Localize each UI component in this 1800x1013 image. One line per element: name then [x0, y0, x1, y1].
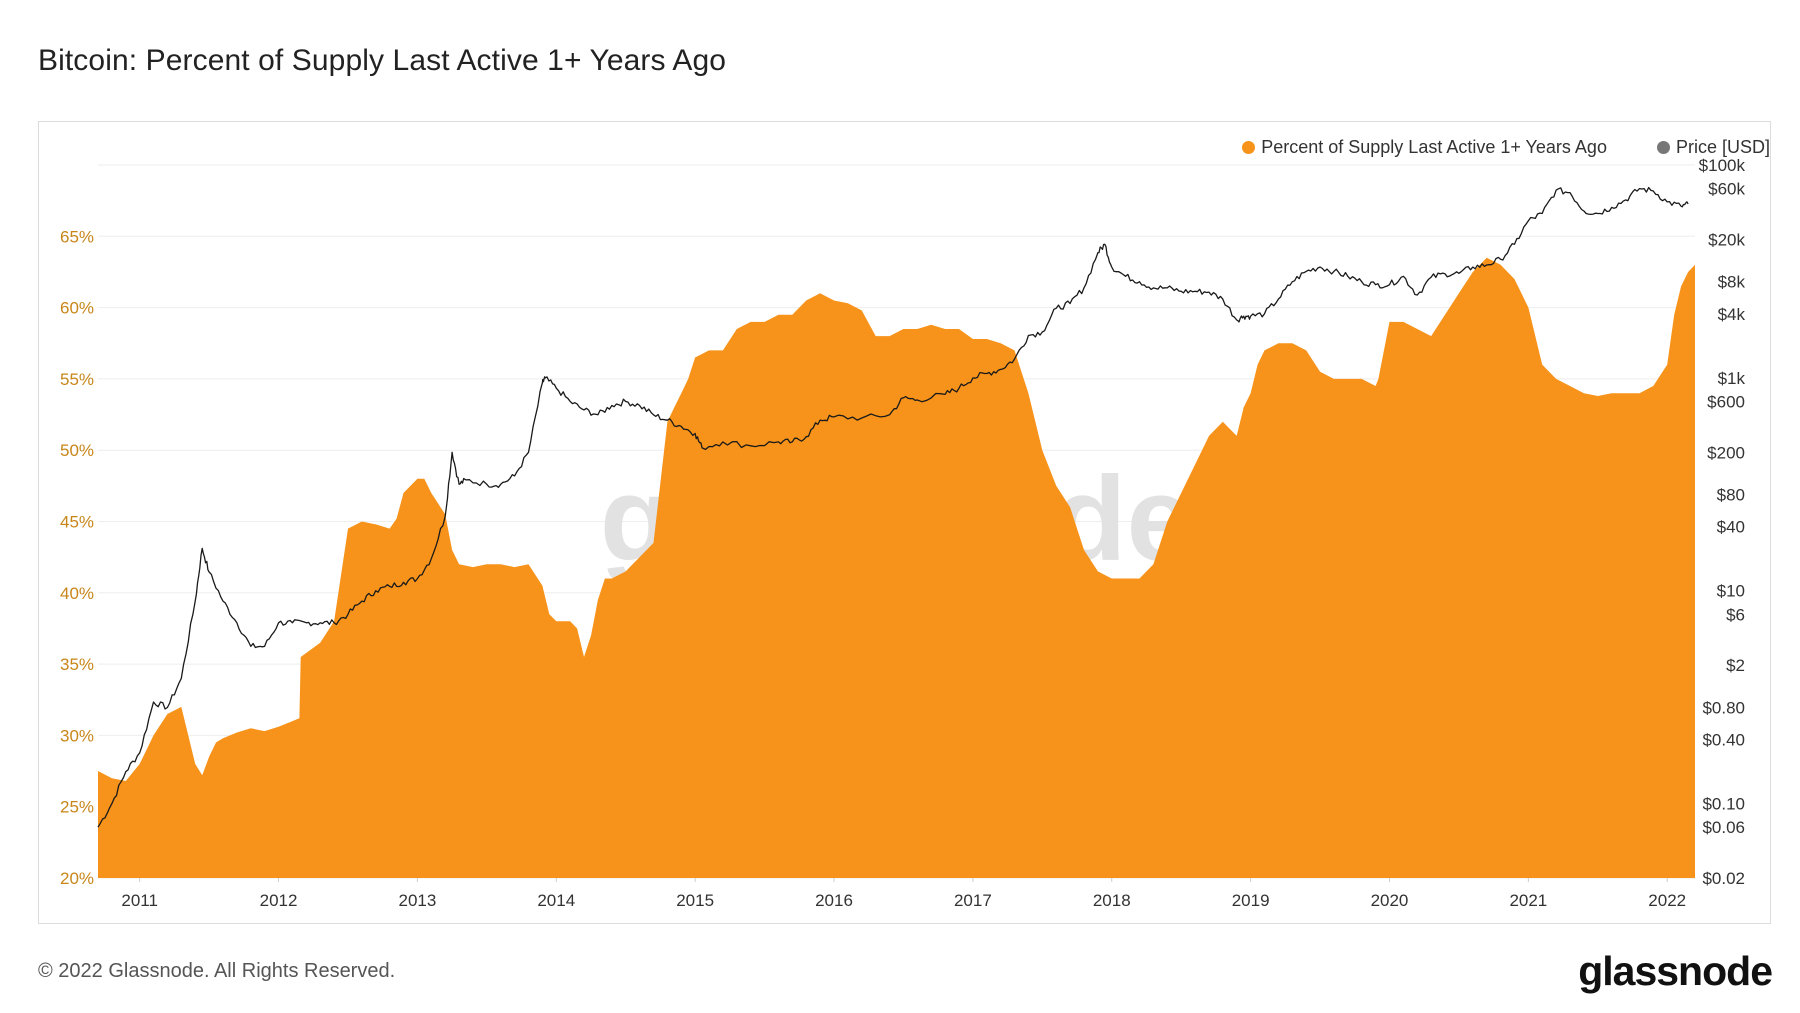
supply-area-series: [98, 257, 1695, 878]
x-tick-2021: 2021: [1509, 891, 1547, 910]
y-right-tick: $8k: [1718, 273, 1746, 292]
x-tick-2012: 2012: [260, 891, 298, 910]
y-right-tick: $10: [1717, 582, 1745, 601]
y-right-tick: $100k: [1699, 156, 1746, 175]
y-right-tick: $600: [1707, 392, 1745, 411]
y-left-tick-40: 40%: [60, 584, 94, 603]
y-left-tick-35: 35%: [60, 655, 94, 674]
y-left-tick-60: 60%: [60, 299, 94, 318]
y-right-tick: $20k: [1708, 230, 1745, 249]
y-right-tick: $80: [1717, 486, 1745, 505]
chart-legend: Percent of Supply Last Active 1+ Years A…: [1242, 137, 1770, 158]
glassnode-logo[interactable]: glassnode: [1578, 948, 1773, 994]
y-left-tick-20: 20%: [60, 869, 94, 888]
x-tick-2017: 2017: [954, 891, 992, 910]
legend-item-percent-supply[interactable]: Percent of Supply Last Active 1+ Years A…: [1242, 137, 1607, 158]
price-line-series: [97, 186, 1689, 828]
y-left-tick-55: 55%: [60, 370, 94, 389]
legend-dot-price: [1656, 141, 1670, 154]
y-right-tick: $0.10: [1702, 795, 1745, 814]
copyright-text: © 2022 Glassnode. All Rights Reserved.: [38, 960, 396, 982]
y-left-tick-45: 45%: [60, 513, 94, 532]
y-right-tick: $1k: [1718, 369, 1746, 388]
x-tick-2019: 2019: [1232, 891, 1270, 910]
y-right-tick: $0.06: [1702, 818, 1745, 837]
y-right-tick: $40: [1717, 518, 1745, 537]
y-right-tick: $2: [1726, 656, 1745, 675]
y-right-tick: $4k: [1718, 305, 1746, 324]
x-tick-2016: 2016: [815, 891, 853, 910]
y-right-tick: $200: [1707, 443, 1745, 462]
page-title: Bitcoin: Percent of Supply Last Active 1…: [38, 44, 727, 77]
x-tick-2018: 2018: [1093, 891, 1131, 910]
x-tick-2013: 2013: [398, 891, 436, 910]
y-right-tick: $0.40: [1702, 731, 1745, 750]
legend-label-price: Price [USD]: [1675, 137, 1770, 157]
y-right-tick: $0.02: [1702, 869, 1745, 888]
x-tick-2015: 2015: [676, 891, 714, 910]
y-left-tick-30: 30%: [60, 726, 94, 745]
y-right-tick: $60k: [1708, 180, 1745, 199]
x-tick-2011: 2011: [121, 891, 158, 910]
y-left-tick-25: 25%: [60, 798, 94, 817]
y-left-tick-50: 50%: [60, 441, 94, 460]
y-right-tick: $0.80: [1702, 698, 1745, 717]
legend-label-percent-supply: Percent of Supply Last Active 1+ Years A…: [1261, 137, 1607, 157]
x-tick-2022: 2022: [1648, 891, 1686, 910]
x-tick-2020: 2020: [1371, 891, 1409, 910]
y-left-tick-65: 65%: [60, 227, 94, 246]
x-tick-2014: 2014: [537, 891, 575, 910]
legend-item-price[interactable]: Price [USD]: [1656, 137, 1770, 158]
legend-dot-percent-supply: [1242, 141, 1256, 154]
y-right-tick: $6: [1726, 605, 1745, 624]
